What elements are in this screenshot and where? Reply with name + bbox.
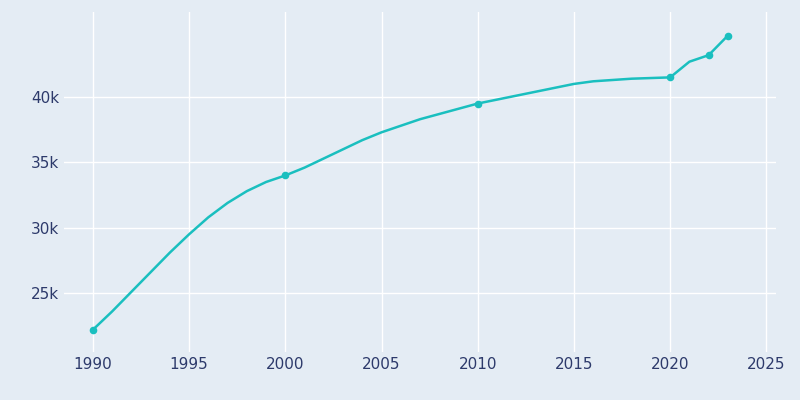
Point xyxy=(279,172,292,179)
Point xyxy=(722,32,734,39)
Point xyxy=(86,326,99,333)
Point xyxy=(471,100,484,107)
Point xyxy=(702,52,715,58)
Point xyxy=(664,74,677,80)
